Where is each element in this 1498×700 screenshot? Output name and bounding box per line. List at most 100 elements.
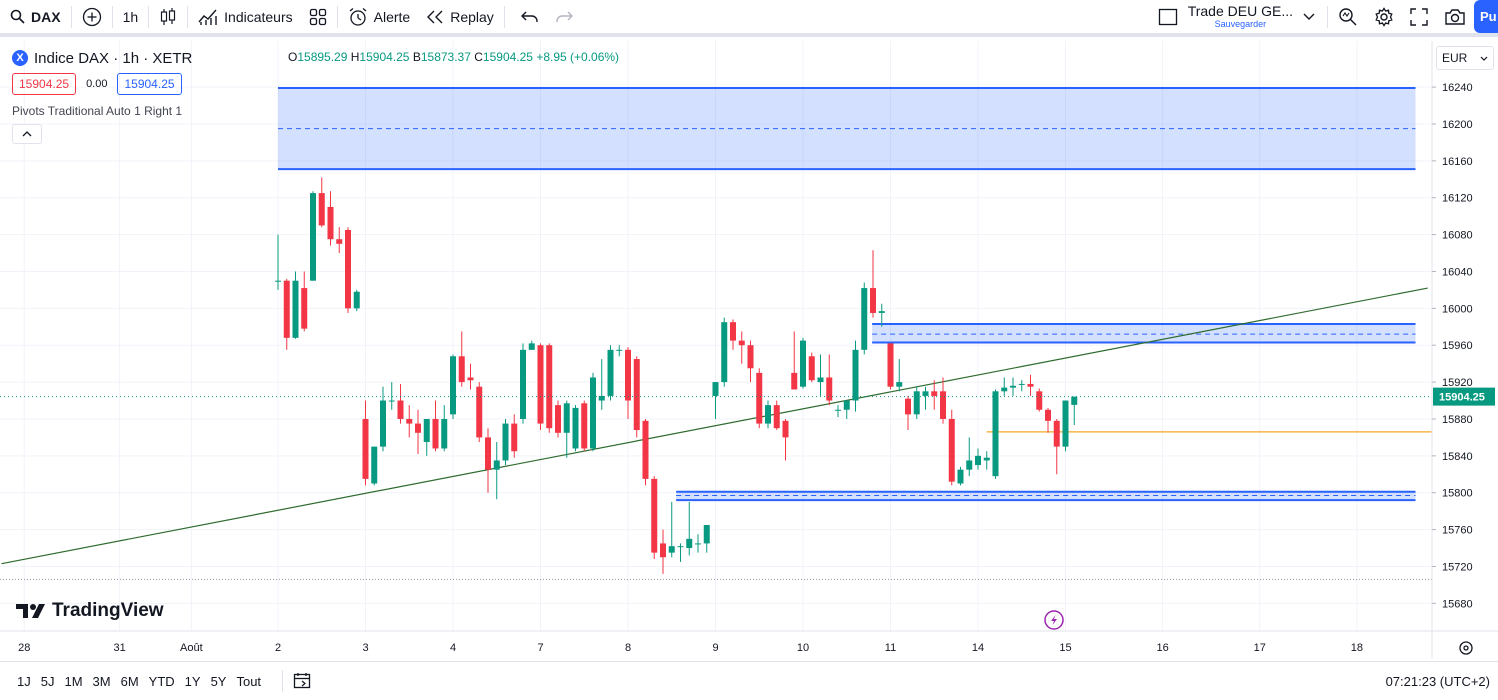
layout-name: Trade DEU GE... Sauvegarder [1188,4,1293,30]
candle-body [730,322,736,341]
time-tick-label: 17 [1254,642,1266,654]
candle-body [590,377,596,449]
candle-body [520,349,526,419]
candle-body [800,340,806,387]
candle [1010,377,1016,396]
chart-legend: X Indice DAX · 1h · XETR O15895.29 H1590… [12,47,619,144]
tradingview-logo-icon [16,604,45,618]
candle-body [432,418,439,449]
candle [738,331,745,364]
time-tick-label: 2 [275,642,281,654]
go-to-date-button[interactable] [282,670,313,692]
candle-body [931,391,938,396]
candle [301,271,308,332]
candle [931,380,938,410]
chart-area[interactable]: 15680 15720 15760 15800 15840 15880 15920 15960… [0,41,1498,659]
range-button-ytd[interactable]: YTD [148,673,175,689]
candle [362,400,369,486]
price-chart[interactable]: 15680 15720 15760 15800 15840 15880 15920 15960… [0,41,1498,659]
price-tick-label: 15880 [1442,414,1473,426]
chart-grid [0,41,1432,631]
fullscreen-button[interactable] [1402,0,1436,33]
chart-type-button[interactable] [151,0,185,33]
candle [493,442,500,500]
collapse-legend-button[interactable] [12,124,42,144]
alert-label: Alerte [373,8,411,25]
publish-button[interactable]: Pu [1474,0,1498,33]
indicator-label[interactable]: Pivots Traditional Auto 1 Right 1 [12,104,183,118]
layouts-button[interactable] [301,0,335,33]
indicators-label: Indicateurs [224,8,293,25]
candle-body [738,340,745,346]
candle-body [362,418,369,479]
compare-symbol-button[interactable] [74,0,110,33]
candle [660,529,666,574]
symbol-name: DAX [31,8,61,25]
candle-body [441,418,448,449]
range-button-5y[interactable]: 5Y [210,673,227,689]
candle-body [292,280,299,338]
candle-body [721,322,728,383]
candle [1062,400,1069,452]
candle-body [537,345,544,424]
candle [406,405,413,438]
range-button-1d[interactable]: 1J [17,673,31,689]
candle [817,354,824,396]
sell-price-button[interactable]: 15904.25 [12,73,77,95]
lightning-event-icon[interactable] [1044,610,1064,630]
candle-body [310,193,316,281]
range-button-1y[interactable]: 1Y [184,673,201,689]
axis-settings-icon[interactable] [1459,641,1473,655]
candle [878,303,885,327]
candle [555,400,561,438]
candle-body [756,372,763,424]
candle [1001,377,1008,396]
symbol-title[interactable]: Indice DAX · 1h · XETR [34,49,193,67]
currency-select[interactable]: EUR [1436,46,1494,70]
high-label: H [350,50,360,64]
tradingview-logo[interactable]: TradingView [16,600,164,622]
price-tick-label: 15920 [1442,377,1473,389]
alert-button[interactable]: Alerte [340,0,419,33]
candle [1036,388,1043,412]
spread-value: 0.00 [86,78,108,90]
interval-button[interactable]: 1h [115,0,147,33]
indicators-icon [198,9,217,25]
layout-selector[interactable]: Trade DEU GE... Sauvegarder [1148,4,1325,29]
time-tick-label: 7 [537,642,543,654]
undo-button[interactable] [513,0,547,33]
candle-body [1071,396,1078,405]
candle [896,359,903,392]
candle-body [660,543,666,558]
save-layout-link[interactable]: Sauvegarder [1214,19,1267,29]
range-button-all[interactable]: Tout [236,673,262,689]
high-value: 15904.25 [359,50,410,64]
candle-body [476,386,483,438]
redo-button[interactable] [547,0,581,33]
candle [861,282,868,355]
time-tick-label: 14 [972,642,984,654]
range-button-6m[interactable]: 6M [120,673,139,689]
buy-price-button[interactable]: 15904.25 [117,73,182,95]
candles-layer [275,177,1078,574]
candle-body [1053,420,1060,447]
candle-body [852,349,859,401]
replay-button[interactable]: Replay [418,0,502,33]
range-button-5d[interactable]: 5J [40,673,55,689]
candle-body [765,405,771,424]
candle [353,289,360,312]
gear-inner [1463,645,1469,651]
candle-body [275,280,281,282]
indicators-button[interactable]: Indicateurs [190,0,300,33]
candle-body [992,391,999,477]
quick-search-button[interactable] [1330,0,1366,33]
settings-button[interactable] [1366,0,1402,33]
symbol-search-button[interactable]: DAX [0,0,69,33]
range-button-3m[interactable]: 3M [92,673,111,689]
clock[interactable]: 07:21:23 (UTC+2) [1385,673,1490,689]
undo-icon [520,11,538,22]
snapshot-button[interactable] [1436,0,1474,33]
range-button-1m[interactable]: 1M [64,673,83,689]
candle-body [581,403,588,449]
candle [467,363,474,390]
